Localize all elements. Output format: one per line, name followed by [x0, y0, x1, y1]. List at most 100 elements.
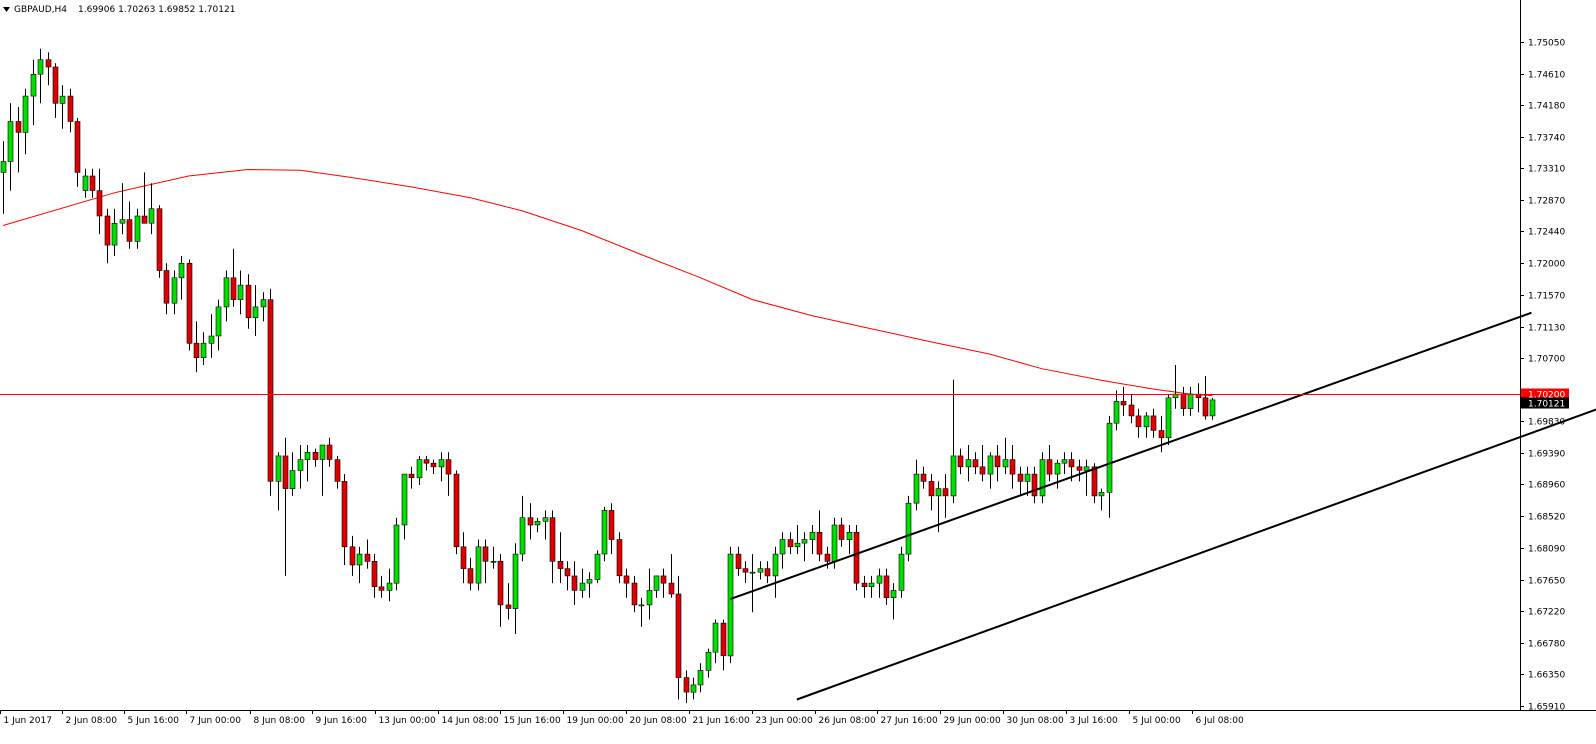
candle-up: [512, 553, 519, 609]
candle-down: [1135, 415, 1142, 428]
candle-up: [304, 451, 311, 460]
price-tick-label: 1.72440: [1528, 228, 1565, 238]
candle-down: [45, 59, 52, 68]
moving-average-line: [2, 168, 1213, 397]
candle-up: [712, 622, 719, 653]
candle-up: [59, 95, 66, 104]
candle-up: [987, 455, 994, 475]
candle-up: [846, 531, 853, 540]
candle-down: [1046, 459, 1053, 475]
candle-up: [275, 455, 282, 482]
price-tick-label: 1.66350: [1528, 671, 1565, 681]
candle-up: [794, 542, 801, 548]
candle-down: [349, 546, 356, 566]
candle-down: [245, 284, 252, 319]
price-tick-label: 1.74610: [1528, 71, 1565, 81]
plot-frame: [0, 0, 1596, 711]
candle-up: [1024, 473, 1031, 482]
candle-up: [801, 539, 808, 544]
candle-up: [950, 455, 957, 497]
candle-up: [215, 306, 222, 337]
candle-up: [1098, 491, 1105, 497]
candle-up: [30, 74, 37, 97]
candle-down: [1031, 473, 1038, 497]
candle-down: [15, 121, 22, 133]
candle-down: [616, 539, 623, 577]
candle-down: [764, 568, 771, 577]
candle-down: [787, 539, 794, 548]
candle-down: [1009, 459, 1016, 475]
candle-up: [200, 342, 207, 359]
candle-up: [475, 546, 482, 584]
candle-down: [1202, 397, 1209, 417]
candle-down: [1150, 415, 1157, 431]
candle-down: [186, 262, 193, 344]
candle-down: [378, 586, 385, 591]
candle-down: [326, 444, 333, 460]
price-tick-label: 1.69830: [1528, 418, 1565, 428]
candle-down: [816, 531, 823, 555]
candle-up: [890, 590, 897, 599]
candle-up: [646, 590, 653, 606]
candle-up: [534, 520, 541, 526]
time-tick-label: 30 Jun 08:00: [1007, 716, 1064, 726]
candle-up: [22, 95, 29, 133]
time-tick-label: 1 Jun 2017: [4, 716, 52, 726]
candle-down: [341, 481, 348, 548]
candle-down: [126, 219, 133, 242]
candle-up: [0, 161, 7, 173]
candle-up: [7, 121, 14, 162]
candle-up: [638, 604, 645, 607]
candle-down: [141, 215, 148, 224]
candle-up: [1054, 462, 1061, 475]
candle-down: [742, 568, 749, 573]
candle-down: [423, 459, 430, 464]
price-tick-label: 1.66780: [1528, 640, 1565, 650]
candle-up: [260, 299, 267, 308]
candlesticks: [0, 48, 1216, 704]
candle-up: [749, 571, 756, 574]
candle-down: [156, 208, 163, 271]
candle-up: [171, 277, 178, 304]
candle-down: [668, 582, 675, 595]
time-tick-label: 14 Jun 08:00: [442, 716, 499, 726]
candle-up: [831, 524, 838, 562]
candle-up: [586, 579, 593, 584]
price-tick-label: 1.75050: [1528, 39, 1565, 49]
candle-up: [727, 553, 734, 657]
candle-down: [608, 510, 615, 540]
candle-down: [1158, 430, 1165, 439]
candle-up: [356, 553, 363, 566]
candle-up: [876, 575, 883, 584]
candle-up: [705, 651, 712, 671]
candle-up: [913, 473, 920, 504]
candle-down: [1128, 404, 1135, 417]
candle-up: [1143, 415, 1150, 428]
candle-down: [505, 604, 512, 609]
candle-down: [571, 575, 578, 591]
candle-up: [134, 215, 141, 242]
candle-up: [237, 284, 244, 300]
price-tick-label: 1.68090: [1528, 545, 1565, 555]
triangle-down-icon[interactable]: [3, 7, 10, 12]
candle-up: [82, 175, 89, 191]
candle-down: [838, 524, 845, 540]
channel-lines[interactable]: [729, 311, 1596, 701]
candle-down: [1076, 466, 1083, 471]
candle-down: [96, 190, 103, 217]
candle-down: [371, 560, 378, 587]
candle-down: [920, 473, 927, 482]
time-tick-label: 20 Jun 08:00: [630, 716, 687, 726]
candle-up: [393, 524, 400, 584]
candle-up: [289, 470, 296, 490]
candle-down: [482, 546, 489, 562]
candle-up: [542, 517, 549, 522]
candle-up: [416, 459, 423, 479]
candle-down: [861, 582, 868, 587]
ohlc-values: 1.69906 1.70263 1.69852 1.70121: [78, 5, 235, 15]
candle-up: [148, 208, 155, 224]
horizontal-line-price: 1.70200: [1528, 391, 1565, 401]
candle-down: [163, 270, 170, 304]
